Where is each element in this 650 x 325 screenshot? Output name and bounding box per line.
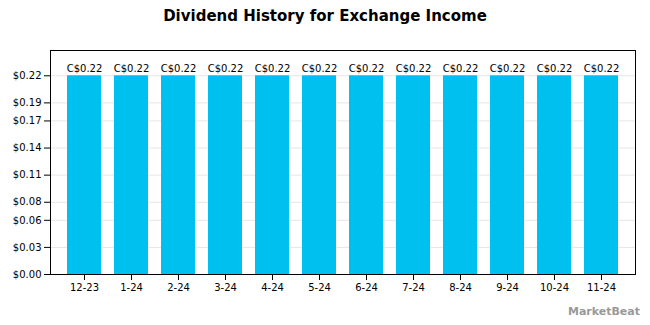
svg-text:C$0.22: C$0.22: [255, 63, 291, 74]
svg-text:C$0.22: C$0.22: [349, 63, 385, 74]
svg-text:6-24: 6-24: [355, 282, 378, 293]
svg-text:C$0.22: C$0.22: [443, 63, 479, 74]
svg-text:$0.19: $0.19: [13, 97, 42, 108]
svg-text:C$0.22: C$0.22: [161, 63, 197, 74]
svg-text:$0.00: $0.00: [13, 269, 42, 280]
svg-text:C$0.22: C$0.22: [208, 63, 244, 74]
svg-text:$0.11: $0.11: [13, 169, 42, 180]
svg-text:5-24: 5-24: [308, 282, 331, 293]
svg-text:9-24: 9-24: [496, 282, 519, 293]
svg-text:4-24: 4-24: [261, 282, 284, 293]
svg-text:C$0.22: C$0.22: [396, 63, 432, 74]
svg-text:10-24: 10-24: [540, 282, 569, 293]
svg-text:C$0.22: C$0.22: [302, 63, 338, 74]
svg-text:1-24: 1-24: [120, 282, 143, 293]
html-text:MarketBeat: MarketBeat: [567, 305, 640, 318]
svg-text:2-24: 2-24: [167, 282, 190, 293]
html-text:Dividend History for Exchange: Dividend History for Exchange Income: [163, 7, 487, 25]
svg-text:C$0.22: C$0.22: [114, 63, 150, 74]
svg-text:$0.17: $0.17: [13, 115, 42, 126]
svg-text:7-24: 7-24: [402, 282, 425, 293]
svg-text:$0.22: $0.22: [13, 70, 42, 81]
svg-text:$0.08: $0.08: [13, 196, 42, 207]
svg-text:C$0.22: C$0.22: [490, 63, 526, 74]
svg-text:C$0.22: C$0.22: [537, 63, 573, 74]
svg-text:$0.14: $0.14: [13, 142, 42, 153]
svg-text:12-23: 12-23: [70, 282, 99, 293]
svg-text:C$0.22: C$0.22: [584, 63, 620, 74]
svg-text:C$0.22: C$0.22: [67, 63, 103, 74]
svg-text:$0.03: $0.03: [13, 242, 42, 253]
svg-text:8-24: 8-24: [449, 282, 472, 293]
svg-text:11-24: 11-24: [587, 282, 616, 293]
svg-text:$0.06: $0.06: [13, 215, 42, 226]
svg-text:3-24: 3-24: [214, 282, 237, 293]
